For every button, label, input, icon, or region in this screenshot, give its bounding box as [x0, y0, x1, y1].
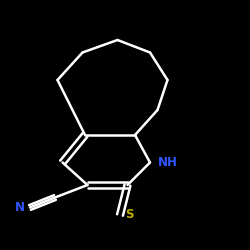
Text: N: N	[15, 201, 25, 214]
Text: S: S	[125, 208, 134, 222]
Text: NH: NH	[158, 156, 178, 169]
